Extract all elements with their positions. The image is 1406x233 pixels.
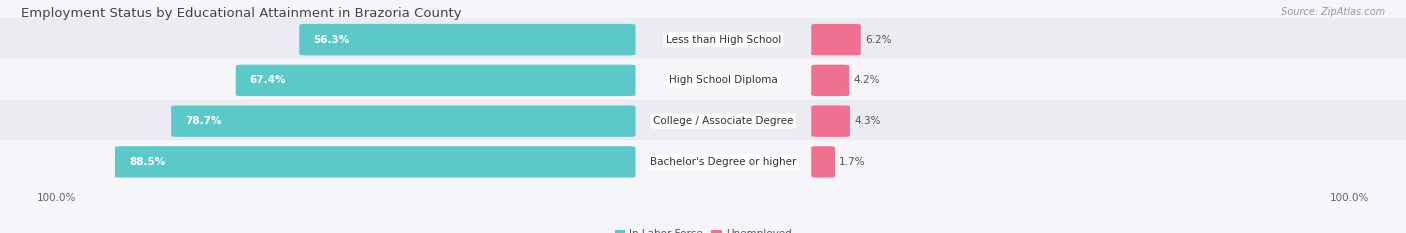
Text: 4.2%: 4.2% [853,75,880,85]
FancyBboxPatch shape [811,146,835,178]
FancyBboxPatch shape [236,65,636,96]
FancyBboxPatch shape [172,105,636,137]
Text: 100.0%: 100.0% [1330,193,1369,203]
Text: 56.3%: 56.3% [314,35,350,45]
Text: High School Diploma: High School Diploma [669,75,778,85]
Text: 4.3%: 4.3% [855,116,880,126]
Text: Source: ZipAtlas.com: Source: ZipAtlas.com [1281,7,1385,17]
FancyBboxPatch shape [811,65,849,96]
FancyBboxPatch shape [811,105,851,137]
Text: 100.0%: 100.0% [37,193,76,203]
Legend: In Labor Force, Unemployed: In Labor Force, Unemployed [614,230,792,233]
FancyBboxPatch shape [811,24,860,55]
Text: Bachelor's Degree or higher: Bachelor's Degree or higher [650,157,797,167]
FancyBboxPatch shape [0,18,1406,61]
Text: 88.5%: 88.5% [129,157,166,167]
FancyBboxPatch shape [299,24,636,55]
Text: Less than High School: Less than High School [666,35,780,45]
Text: 67.4%: 67.4% [250,75,287,85]
Text: 78.7%: 78.7% [186,116,222,126]
Text: College / Associate Degree: College / Associate Degree [654,116,793,126]
Text: 6.2%: 6.2% [865,35,891,45]
FancyBboxPatch shape [115,146,636,178]
Text: Employment Status by Educational Attainment in Brazoria County: Employment Status by Educational Attainm… [21,7,461,20]
Text: 1.7%: 1.7% [839,157,866,167]
FancyBboxPatch shape [0,59,1406,102]
FancyBboxPatch shape [0,140,1406,184]
FancyBboxPatch shape [0,100,1406,143]
